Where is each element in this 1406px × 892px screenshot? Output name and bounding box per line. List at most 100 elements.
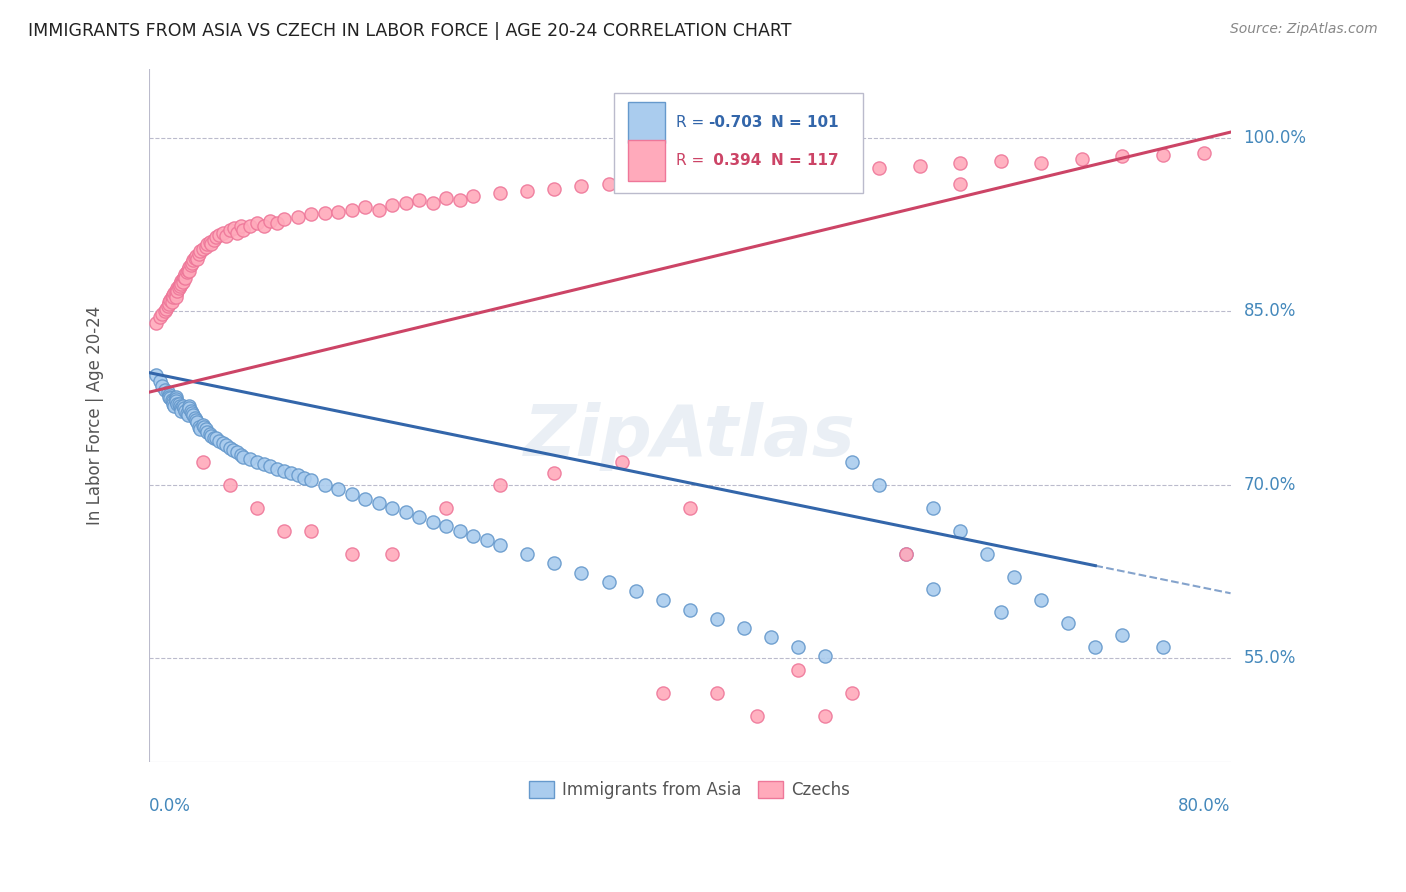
Point xyxy=(156,385,179,400)
Point xyxy=(395,195,418,210)
Point xyxy=(163,399,186,413)
Point xyxy=(759,631,782,645)
Point xyxy=(990,605,1012,619)
Point xyxy=(273,464,295,478)
Point xyxy=(186,415,208,429)
Point xyxy=(160,393,183,408)
Point xyxy=(651,593,673,607)
Point xyxy=(157,390,180,404)
Point xyxy=(172,276,194,290)
Point xyxy=(160,290,183,304)
Point xyxy=(990,154,1012,169)
Point xyxy=(299,207,322,221)
Point xyxy=(159,293,181,307)
Point xyxy=(191,455,214,469)
Point xyxy=(149,310,172,324)
Point xyxy=(181,256,204,270)
Point xyxy=(280,466,302,480)
Point xyxy=(239,452,262,467)
Point xyxy=(219,477,242,491)
Point xyxy=(165,284,187,298)
Point xyxy=(215,438,238,452)
Point xyxy=(157,295,180,310)
Point xyxy=(246,216,269,230)
Point xyxy=(786,165,808,179)
Point xyxy=(624,179,647,194)
Point xyxy=(273,524,295,538)
Point xyxy=(747,168,769,182)
Point xyxy=(184,249,207,263)
Point xyxy=(489,186,512,201)
Point xyxy=(259,214,281,228)
Point xyxy=(187,246,209,260)
Point xyxy=(194,422,217,436)
Point xyxy=(170,274,193,288)
Point xyxy=(162,288,184,302)
Point xyxy=(173,269,195,284)
Point xyxy=(169,399,191,413)
Point xyxy=(179,401,201,416)
Point xyxy=(165,290,187,304)
Point xyxy=(205,230,228,244)
Point xyxy=(827,163,849,178)
Point xyxy=(165,394,187,409)
Point xyxy=(266,216,288,230)
Point xyxy=(184,410,207,425)
Point xyxy=(174,268,197,282)
Point xyxy=(167,281,190,295)
Text: In Labor Force | Age 20-24: In Labor Force | Age 20-24 xyxy=(86,306,104,525)
Point xyxy=(665,172,688,186)
Point xyxy=(949,177,972,191)
Point xyxy=(186,252,208,267)
Point xyxy=(868,161,890,175)
Point xyxy=(1192,145,1215,160)
Point xyxy=(922,582,945,596)
Point xyxy=(232,450,254,464)
Text: 0.0%: 0.0% xyxy=(149,797,191,815)
Point xyxy=(463,528,485,542)
Point xyxy=(475,533,498,548)
Text: IMMIGRANTS FROM ASIA VS CZECH IN LABOR FORCE | AGE 20-24 CORRELATION CHART: IMMIGRANTS FROM ASIA VS CZECH IN LABOR F… xyxy=(28,22,792,40)
Point xyxy=(156,299,179,313)
Point xyxy=(208,434,231,448)
Point xyxy=(868,477,890,491)
Point xyxy=(169,277,191,291)
Point xyxy=(706,170,728,185)
Point xyxy=(212,226,235,240)
Point xyxy=(516,547,538,561)
Point xyxy=(516,184,538,198)
Text: 70.0%: 70.0% xyxy=(1243,475,1296,494)
Point xyxy=(202,432,225,446)
Point xyxy=(163,285,186,300)
Point xyxy=(706,612,728,626)
Text: N = 117: N = 117 xyxy=(770,153,838,169)
Point xyxy=(381,500,404,515)
Point xyxy=(165,390,187,404)
Point xyxy=(841,686,863,700)
Point xyxy=(422,515,444,529)
Point xyxy=(179,264,201,278)
Point xyxy=(170,401,193,416)
Point xyxy=(354,491,377,506)
Point xyxy=(1070,152,1092,166)
Point xyxy=(624,584,647,599)
Point xyxy=(177,262,200,277)
Point xyxy=(188,422,211,436)
Point xyxy=(381,198,404,212)
Point xyxy=(786,640,808,654)
Point xyxy=(266,461,288,475)
Point xyxy=(299,524,322,538)
Point xyxy=(651,686,673,700)
Point xyxy=(246,500,269,515)
Point xyxy=(181,406,204,420)
Point xyxy=(162,394,184,409)
Point xyxy=(159,391,181,405)
FancyBboxPatch shape xyxy=(628,102,665,143)
FancyBboxPatch shape xyxy=(614,93,863,194)
Point xyxy=(259,459,281,474)
Point xyxy=(543,466,565,480)
Point xyxy=(449,194,471,208)
FancyBboxPatch shape xyxy=(628,140,665,181)
Point xyxy=(184,413,207,427)
Point xyxy=(194,239,217,253)
